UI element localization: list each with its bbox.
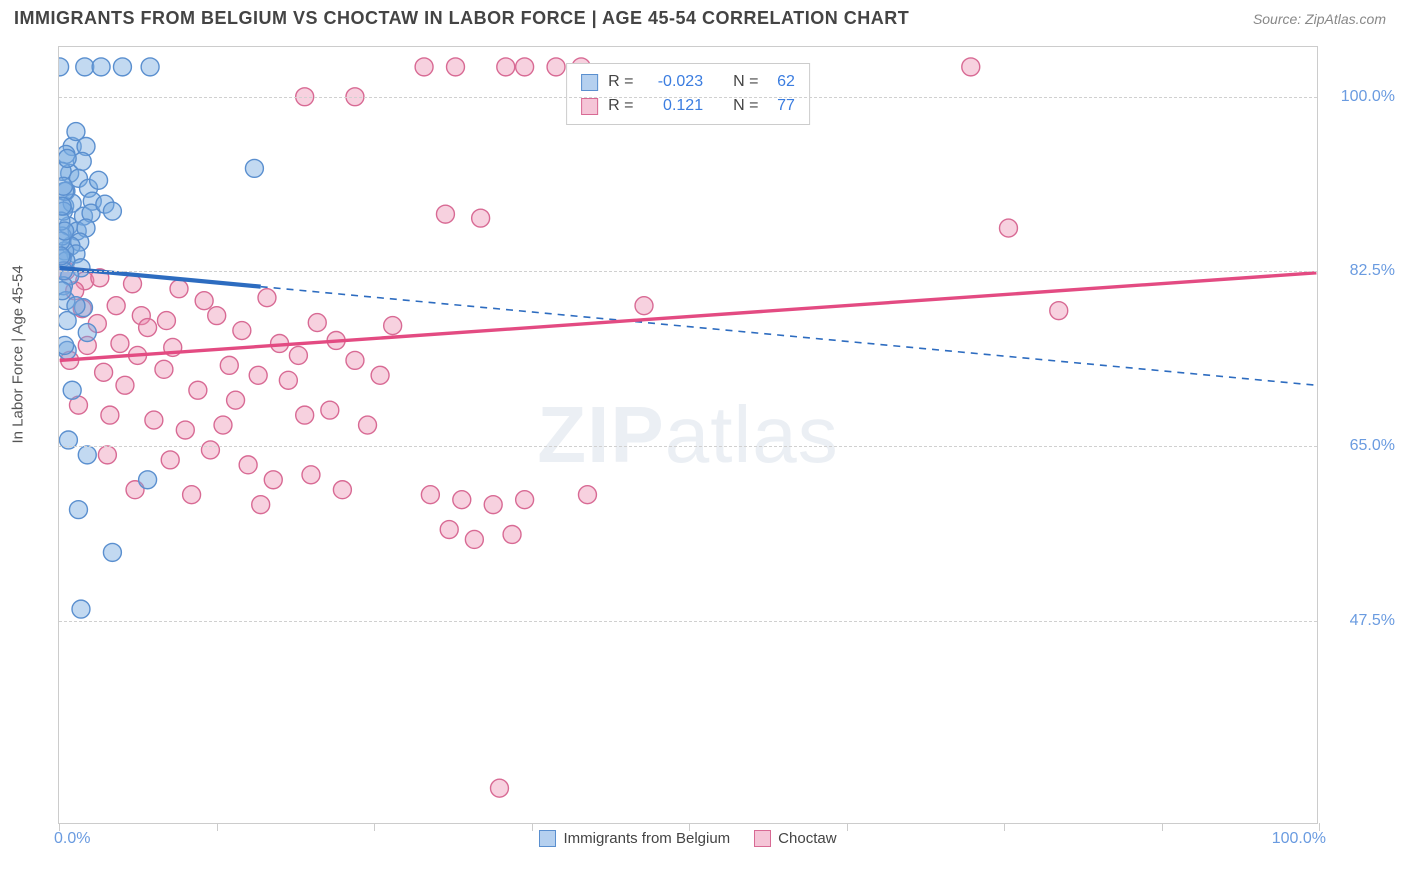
watermark: ZIPatlas (537, 389, 838, 481)
correlation-stats-box: R = -0.023 N = 62 R = 0.121 N = 77 (566, 63, 810, 125)
gridline (59, 621, 1317, 622)
y-tick-label: 82.5% (1325, 262, 1395, 280)
chart-svg-layer (59, 47, 1317, 823)
y-tick-label: 100.0% (1325, 88, 1395, 106)
y-tick-label: 65.0% (1325, 437, 1395, 455)
y-axis-title: In Labor Force | Age 45-54 (10, 265, 27, 443)
legend-item-series2: Choctaw (754, 830, 836, 847)
gridline (59, 446, 1317, 447)
chart-plot-area: ZIPatlas R = -0.023 N = 62 R = 0.121 N =… (58, 46, 1318, 824)
stats-row-series1: R = -0.023 N = 62 (581, 70, 795, 94)
gridline (59, 97, 1317, 98)
swatch-icon (539, 830, 556, 847)
swatch-icon (581, 98, 598, 115)
legend-item-series1: Immigrants from Belgium (539, 830, 730, 847)
legend-bottom: Immigrants from Belgium Choctaw (58, 830, 1318, 847)
swatch-icon (754, 830, 771, 847)
gridline (59, 271, 1317, 272)
swatch-icon (581, 74, 598, 91)
chart-title: IMMIGRANTS FROM BELGIUM VS CHOCTAW IN LA… (14, 8, 909, 29)
chart-source: Source: ZipAtlas.com (1253, 11, 1386, 27)
chart-header: IMMIGRANTS FROM BELGIUM VS CHOCTAW IN LA… (0, 0, 1406, 33)
y-tick-label: 47.5% (1325, 612, 1395, 630)
